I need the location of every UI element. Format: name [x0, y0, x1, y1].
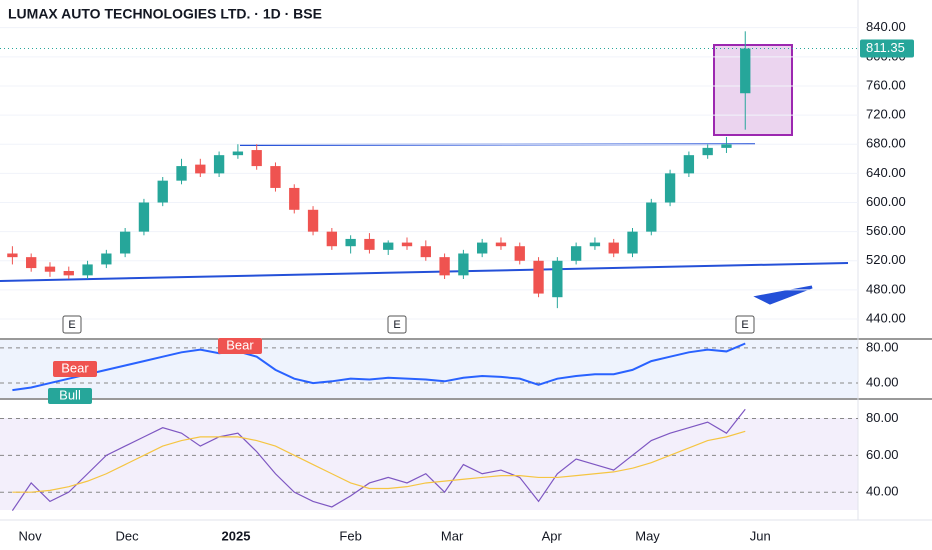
earnings-marker: [387, 315, 407, 334]
candle-body: [495, 242, 507, 247]
candle-body: [627, 231, 638, 254]
earnings-label: E: [741, 319, 748, 331]
candle-body: [439, 257, 450, 276]
x-tick-label: Mar: [441, 528, 464, 543]
candle-body: [420, 246, 431, 258]
y-tick-label: 480.00: [866, 281, 906, 296]
candle-body: [721, 144, 732, 148]
candle-body: [364, 238, 375, 250]
x-tick-label: 2025: [222, 528, 251, 543]
candle-body: [232, 151, 244, 156]
series-line: [11, 408, 746, 511]
y-tick-label: 560.00: [866, 223, 906, 238]
candle-body: [458, 253, 469, 276]
y-tick-label: 40.00: [866, 484, 899, 499]
candle-body: [307, 209, 319, 232]
y-tick-label: 440.00: [866, 310, 906, 325]
candle-body: [646, 202, 657, 232]
y-tick-label: 760.00: [866, 77, 906, 92]
candle-body: [101, 253, 112, 265]
candle-body: [270, 166, 281, 188]
candle-body: [608, 242, 619, 254]
x-tick-label: Nov: [18, 528, 42, 543]
candle-body: [570, 246, 582, 261]
candle-body: [702, 147, 713, 156]
y-tick-label: 600.00: [866, 194, 906, 209]
candle-body: [683, 155, 695, 174]
candle-body: [7, 253, 18, 258]
candle-body: [119, 231, 131, 254]
x-tick-label: Dec: [115, 528, 139, 543]
series-line: [12, 430, 746, 493]
y-tick-label: 680.00: [866, 136, 906, 151]
candle-body: [533, 260, 544, 294]
x-tick-label: Apr: [542, 528, 563, 543]
earnings-label: E: [68, 319, 75, 331]
x-tick-label: May: [635, 528, 660, 543]
x-tick-label: Feb: [339, 528, 361, 543]
trendline: [0, 262, 849, 282]
candle-body: [213, 155, 225, 174]
candle-body: [326, 231, 338, 247]
y-tick-label: 720.00: [866, 107, 906, 122]
y-tick-label: 840.00: [866, 19, 906, 34]
x-tick-label: Jun: [750, 528, 771, 543]
candle-body: [251, 150, 262, 167]
candle-body: [552, 260, 563, 298]
signal-tag: [218, 338, 262, 354]
series-line: [12, 342, 746, 392]
last-price-box: [860, 39, 914, 58]
candle-body: [195, 164, 206, 174]
panel-band: [0, 418, 858, 510]
signal-label: Bear: [61, 360, 89, 375]
last-price-label: 811.35: [866, 40, 905, 55]
candle-body: [138, 202, 150, 232]
candle-body: [157, 180, 168, 203]
panel-band: [0, 340, 858, 398]
candle-body: [589, 242, 601, 247]
signal-tag: [53, 361, 97, 377]
highlight-box: [713, 44, 793, 136]
candle-body: [176, 166, 187, 181]
candle-body: [345, 238, 356, 247]
candle-body: [26, 257, 37, 269]
candle-body: [383, 242, 394, 250]
y-tick-label: 60.00: [866, 447, 899, 462]
y-tick-label: 80.00: [866, 410, 899, 425]
candle-body: [664, 173, 676, 203]
earnings-marker: [735, 315, 755, 334]
signal-label: Bear: [226, 337, 254, 352]
earnings-label: E: [393, 319, 400, 331]
signal-label: Bull: [59, 387, 81, 402]
y-tick-label: 640.00: [866, 165, 906, 180]
y-tick-label: 40.00: [866, 374, 899, 389]
candle-body: [82, 264, 93, 276]
y-tick-label: 520.00: [866, 252, 906, 267]
candle-body: [401, 242, 413, 247]
y-tick-label: 80.00: [866, 339, 899, 354]
candle-body: [44, 266, 56, 272]
candle-body: [514, 246, 525, 261]
arrow: [753, 285, 813, 305]
earnings-marker: [62, 315, 82, 334]
signal-tag: [48, 388, 92, 404]
chart-title: LUMAX AUTO TECHNOLOGIES LTD. · 1D · BSE: [8, 6, 322, 22]
candle-body: [63, 270, 74, 276]
candle-body: [740, 48, 751, 94]
candle-body: [477, 242, 488, 254]
candle-body: [289, 187, 300, 210]
